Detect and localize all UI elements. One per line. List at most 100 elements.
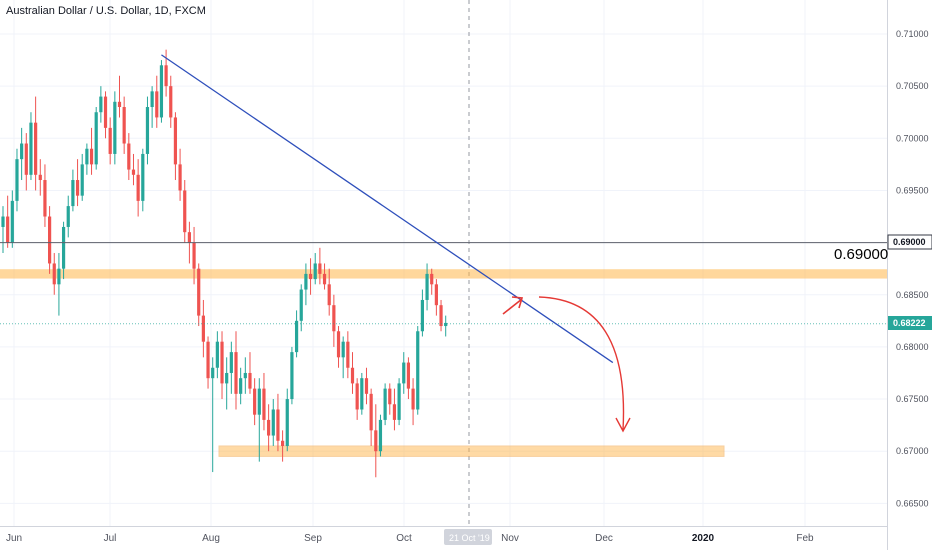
candle-body <box>364 378 369 394</box>
up-arrow-head <box>511 296 524 309</box>
candle-body <box>374 430 378 452</box>
candle-body <box>169 86 173 118</box>
candle-body <box>10 200 14 243</box>
candle-body <box>402 362 406 384</box>
candle-body <box>285 399 289 446</box>
x-tick-label: 2020 <box>692 533 715 544</box>
y-tick-label: 0.69500 <box>896 185 929 195</box>
candle-body <box>192 242 196 269</box>
candle-body <box>75 180 80 196</box>
candle-body <box>211 367 215 379</box>
candle-body <box>61 226 66 269</box>
candle-body <box>15 159 19 201</box>
candle-body <box>178 164 182 191</box>
candle-body <box>346 341 350 368</box>
candle-body <box>225 372 229 384</box>
candle-body <box>327 284 331 306</box>
crosshair-date-label: 21 Oct '19 <box>444 529 492 545</box>
candle-body <box>257 388 261 415</box>
crosshair-date-text: 21 Oct '19 <box>449 533 490 543</box>
candle-body <box>220 341 224 384</box>
candle-body <box>150 91 154 108</box>
candle-body <box>1 216 5 227</box>
y-tick-label: 0.66500 <box>896 498 929 508</box>
candle-body <box>127 143 131 170</box>
candle-body <box>159 65 164 118</box>
candle-body <box>243 372 247 379</box>
x-tick-label: Dec <box>595 533 613 544</box>
candle-body <box>173 117 178 165</box>
candle-body <box>444 322 448 327</box>
candle-body <box>304 273 308 290</box>
candle-body <box>117 101 122 108</box>
candle-body <box>248 372 252 389</box>
candle-body <box>406 362 411 389</box>
candle-body <box>155 91 159 118</box>
candle-body <box>294 320 299 353</box>
candle-body <box>383 388 387 420</box>
candle-body <box>34 122 38 175</box>
candle-body <box>89 148 94 165</box>
y-tick-label: 0.67000 <box>896 446 929 456</box>
candle-body <box>103 96 108 128</box>
x-tick-label: Feb <box>796 533 814 544</box>
y-tick-label: 0.71000 <box>896 29 929 39</box>
x-tick-label: Nov <box>501 533 519 544</box>
candle-body <box>350 367 355 384</box>
drawings <box>0 54 887 433</box>
candle-body <box>253 388 257 415</box>
candle-body <box>313 263 317 280</box>
trendline <box>161 54 614 364</box>
candle-body <box>332 305 336 332</box>
candle-body <box>416 331 420 410</box>
candle-body <box>71 180 75 207</box>
x-tick-label: Oct <box>396 533 412 544</box>
x-tick-label: Sep <box>304 533 322 544</box>
candle-body <box>420 299 424 332</box>
candle-body <box>38 174 42 181</box>
candle-body <box>52 263 56 285</box>
candle-body <box>336 331 341 358</box>
candle-body <box>234 352 238 394</box>
candle-body <box>434 284 438 306</box>
candle-body <box>281 440 285 446</box>
candle-body <box>308 273 313 280</box>
candle-body <box>425 273 429 300</box>
candle-body <box>267 419 271 436</box>
candles <box>1 49 448 478</box>
candle-body <box>24 143 28 175</box>
candle-body <box>122 107 126 144</box>
candle-body <box>360 378 364 410</box>
up-arrow <box>502 298 523 315</box>
x-tick-label: Jun <box>6 533 22 544</box>
last-price-text: 0.68222 <box>893 318 926 328</box>
candle-body <box>290 352 294 400</box>
candle-body <box>322 273 327 285</box>
candle-body <box>229 352 233 373</box>
candle-body <box>439 305 443 327</box>
candle-body <box>197 268 201 316</box>
candle-body <box>262 388 266 420</box>
candle-body <box>48 216 52 264</box>
candle-body <box>108 127 112 154</box>
candle-body <box>43 180 47 217</box>
candle-body <box>355 383 359 410</box>
candle-body <box>276 409 280 441</box>
candle-body <box>131 169 136 175</box>
candle-body <box>388 388 392 405</box>
candle-body <box>369 393 373 431</box>
candle-body <box>113 101 117 154</box>
candle-body <box>141 153 145 201</box>
candle-body <box>341 341 345 358</box>
y-tick-label: 0.67500 <box>896 394 929 404</box>
y-tick-label: 0.68500 <box>896 290 929 300</box>
candle-body <box>66 206 70 227</box>
candle-body <box>99 96 103 113</box>
candle-body <box>80 164 84 196</box>
candle-body <box>201 315 205 342</box>
candle-body <box>299 289 303 321</box>
y-tick-label: 0.68000 <box>896 342 929 352</box>
candle-body <box>271 409 275 436</box>
candle-body <box>430 273 434 285</box>
